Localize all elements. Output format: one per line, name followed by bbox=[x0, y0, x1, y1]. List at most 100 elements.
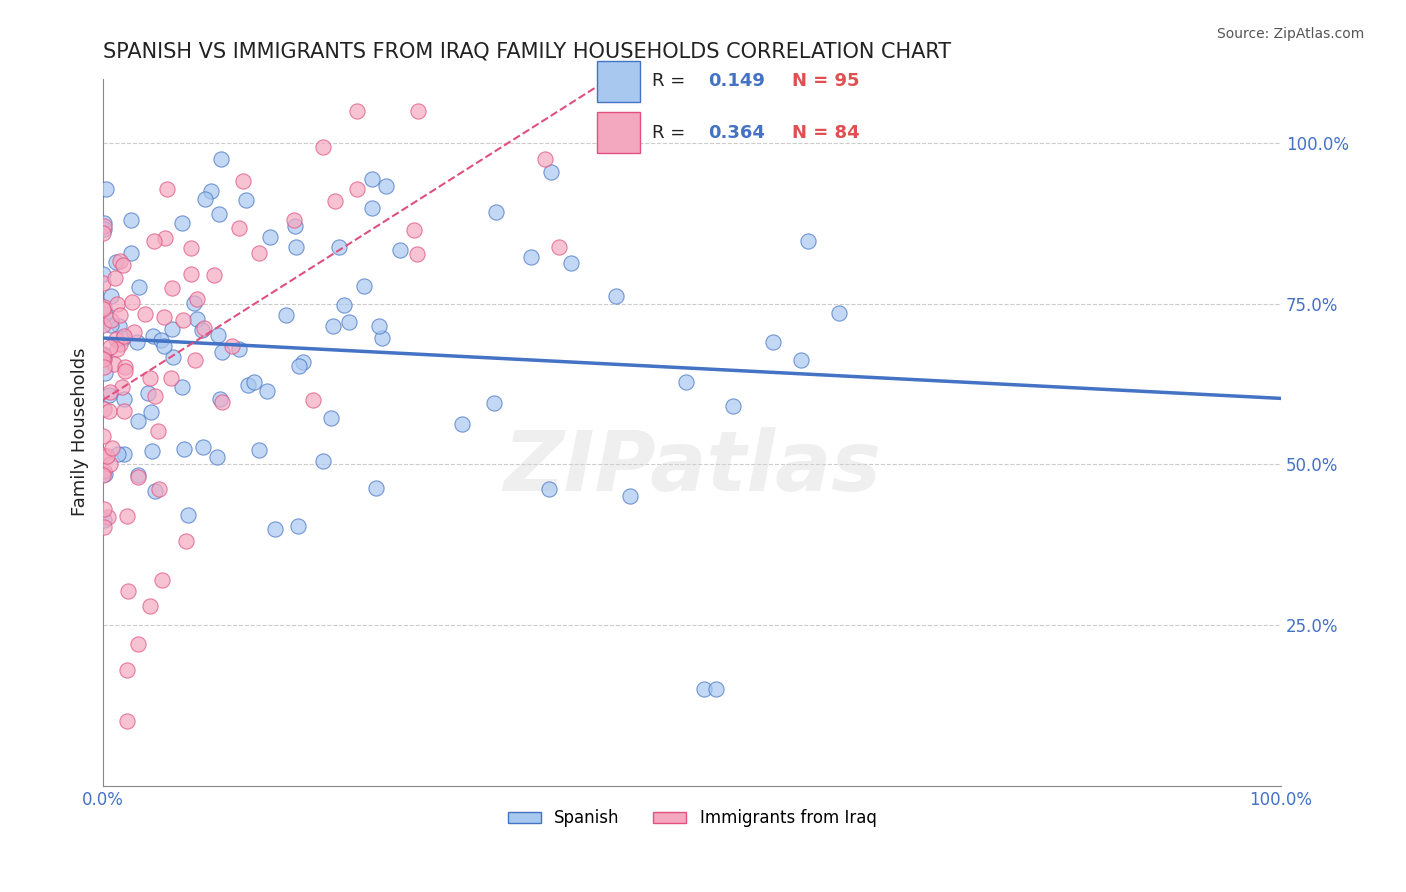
Point bbox=[111, 258, 134, 272]
Point bbox=[353, 278, 375, 293]
Point bbox=[100, 318, 122, 332]
Point bbox=[93, 401, 115, 416]
Point bbox=[91, 467, 114, 482]
Text: R =: R = bbox=[652, 72, 692, 90]
Point bbox=[605, 288, 627, 302]
Point bbox=[451, 417, 474, 431]
Point bbox=[115, 508, 138, 523]
Point bbox=[93, 219, 115, 233]
Point bbox=[191, 440, 214, 454]
Point bbox=[94, 307, 117, 321]
Text: N = 84: N = 84 bbox=[792, 124, 859, 142]
Point bbox=[319, 410, 342, 425]
Point bbox=[364, 481, 387, 495]
Point bbox=[162, 350, 184, 364]
Point bbox=[209, 153, 232, 167]
Point bbox=[153, 231, 176, 245]
Point bbox=[184, 352, 207, 367]
Point bbox=[211, 344, 233, 359]
Point bbox=[94, 467, 117, 481]
FancyBboxPatch shape bbox=[596, 112, 640, 153]
Point bbox=[302, 392, 325, 407]
Point bbox=[406, 247, 429, 261]
Point bbox=[134, 307, 156, 321]
Point bbox=[194, 192, 217, 206]
Point bbox=[209, 392, 232, 406]
Point bbox=[374, 178, 396, 193]
Point bbox=[93, 349, 115, 363]
Point bbox=[236, 378, 259, 392]
Point bbox=[339, 315, 361, 329]
Point bbox=[93, 464, 115, 478]
Point bbox=[143, 484, 166, 499]
Point bbox=[112, 404, 135, 418]
Point bbox=[120, 212, 142, 227]
Point bbox=[259, 230, 281, 244]
Point bbox=[97, 403, 120, 417]
Point bbox=[143, 389, 166, 403]
Point bbox=[208, 207, 231, 221]
Point bbox=[127, 414, 149, 428]
Point bbox=[127, 334, 149, 349]
Point bbox=[520, 250, 543, 264]
Point bbox=[114, 328, 136, 343]
Point bbox=[211, 394, 233, 409]
Point bbox=[721, 399, 744, 413]
Point bbox=[361, 202, 384, 216]
Text: N = 95: N = 95 bbox=[792, 72, 859, 90]
Point bbox=[228, 221, 250, 235]
Point bbox=[96, 449, 118, 463]
Point bbox=[693, 682, 716, 697]
Point bbox=[127, 467, 149, 482]
Point bbox=[191, 323, 214, 337]
Point bbox=[114, 447, 136, 461]
Point bbox=[93, 215, 115, 229]
Point bbox=[388, 244, 411, 258]
Point bbox=[322, 318, 344, 333]
Point bbox=[288, 359, 311, 373]
Legend: Spanish, Immigrants from Iraq: Spanish, Immigrants from Iraq bbox=[501, 803, 883, 834]
Point bbox=[292, 354, 315, 368]
Point bbox=[790, 353, 813, 368]
Point bbox=[153, 338, 176, 352]
Point bbox=[534, 152, 557, 166]
Point bbox=[105, 342, 128, 356]
Point bbox=[93, 226, 115, 240]
Point bbox=[93, 352, 115, 367]
Point bbox=[172, 313, 194, 327]
Point bbox=[160, 371, 183, 385]
Point bbox=[93, 428, 115, 442]
Point bbox=[150, 573, 173, 587]
Point bbox=[98, 385, 121, 400]
Point bbox=[361, 172, 384, 186]
Point bbox=[256, 384, 278, 399]
Point bbox=[242, 376, 264, 390]
Point bbox=[368, 319, 391, 334]
Point bbox=[114, 359, 136, 374]
Point bbox=[128, 280, 150, 294]
Point bbox=[193, 321, 215, 335]
Point bbox=[328, 240, 350, 254]
Point bbox=[108, 337, 131, 351]
Point bbox=[186, 292, 208, 306]
Point bbox=[91, 318, 114, 333]
Point bbox=[91, 351, 114, 366]
Text: 0.364: 0.364 bbox=[709, 124, 765, 142]
Point bbox=[183, 295, 205, 310]
Point bbox=[537, 482, 560, 496]
Point bbox=[312, 454, 335, 468]
Point bbox=[127, 637, 149, 651]
Point bbox=[120, 245, 142, 260]
Text: 0.149: 0.149 bbox=[709, 72, 765, 90]
Point bbox=[153, 310, 176, 324]
Point bbox=[103, 270, 125, 285]
Point bbox=[115, 714, 138, 729]
Text: R =: R = bbox=[652, 124, 692, 142]
Point bbox=[91, 267, 114, 281]
Point bbox=[828, 305, 851, 319]
Point bbox=[180, 241, 202, 255]
Point bbox=[287, 519, 309, 533]
Point bbox=[93, 347, 115, 361]
Point bbox=[264, 522, 287, 536]
Point bbox=[156, 181, 179, 195]
